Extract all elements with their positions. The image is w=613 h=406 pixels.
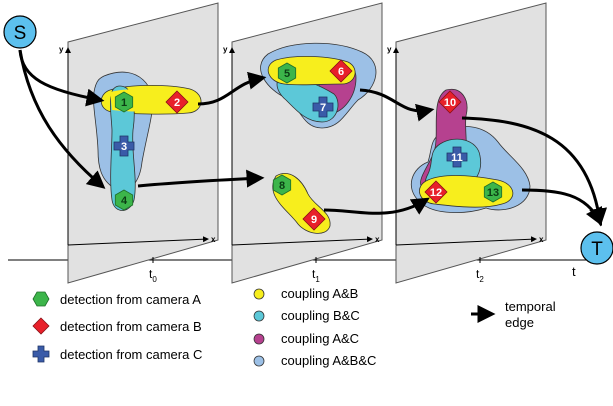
svg-text:temporal: temporal (505, 299, 556, 314)
detection-number: 11 (451, 152, 463, 164)
legend-item-temporal-edge: temporal edge (471, 299, 556, 330)
frame-t1: y x t1 (223, 2, 383, 284)
green-hexagon-icon (483, 181, 503, 203)
svg-text:T: T (591, 239, 603, 260)
temporal-edge (521, 188, 603, 227)
red-diamond-icon (165, 90, 189, 114)
temporal-edges (18, 49, 608, 227)
detection-number: 10 (444, 97, 456, 109)
svg-text:coupling B&C: coupling B&C (281, 308, 360, 323)
time-label-t0: t0 (149, 267, 157, 284)
detection-1: 1 (114, 91, 134, 113)
temporal-edge (197, 71, 267, 106)
green-hexagon-icon (277, 62, 297, 84)
svg-text:detection from camera A: detection from camera A (60, 292, 201, 307)
detection-number: 13 (487, 187, 499, 199)
svg-text:coupling A&B: coupling A&B (281, 286, 358, 301)
detection-number: 1 (121, 97, 127, 109)
detection-number: 3 (121, 141, 127, 153)
blue-cross-icon (32, 345, 50, 363)
detection-number: 6 (338, 66, 344, 78)
sink-node: T (580, 231, 613, 265)
detection-number: 2 (174, 97, 180, 109)
detection-2: 2 (165, 90, 189, 114)
detection-8: 8 (272, 174, 292, 196)
green-hexagon-icon (114, 189, 134, 211)
legend-item-camera-c: detection from camera C (32, 345, 202, 363)
green-hexagon-icon (272, 174, 292, 196)
detection-number: 5 (284, 68, 290, 80)
detection-number: 8 (279, 180, 285, 192)
cyan-dot-icon (253, 310, 265, 322)
blue-cross-icon (312, 96, 334, 118)
purple-dot-icon (253, 333, 265, 345)
legend-item-coupling-bc: coupling B&C (253, 308, 360, 323)
red-diamond-icon (424, 180, 448, 204)
temporal-edge (359, 88, 435, 122)
blue-cross-icon (446, 146, 468, 168)
legend-item-camera-b: detection from camera B (32, 317, 202, 335)
temporal-edge (323, 197, 430, 215)
detection-number: 9 (311, 214, 317, 226)
svg-text:edge: edge (505, 315, 534, 330)
temporal-edge (461, 116, 608, 227)
red-diamond-icon (32, 317, 50, 335)
detection-7: 7 (312, 96, 334, 118)
detection-9: 9 (302, 207, 326, 231)
legend: detection from camera A detection from c… (32, 286, 556, 368)
legend-item-coupling-abc: coupling A&B&C (253, 353, 376, 368)
red-diamond-icon (329, 59, 353, 83)
detection-13: 13 (483, 181, 503, 203)
detection-12: 12 (424, 180, 448, 204)
svg-text:detection from camera C: detection from camera C (60, 347, 202, 362)
detection-6: 6 (329, 59, 353, 83)
svg-text:S: S (14, 23, 27, 44)
light-blue-dot-icon (253, 355, 265, 367)
x-axis-label: x (375, 235, 380, 244)
red-diamond-icon (302, 207, 326, 231)
legend-item-camera-a: detection from camera A (32, 291, 201, 307)
green-hexagon-icon (114, 91, 134, 113)
svg-text:coupling A&B&C: coupling A&B&C (281, 353, 376, 368)
frame-t0: y x t0 (59, 2, 219, 284)
y-axis-label: y (387, 45, 392, 54)
detection-11: 11 (446, 146, 468, 168)
green-hexagon-icon (32, 291, 50, 307)
temporal-edge (18, 49, 106, 189)
y-axis-label: y (59, 45, 64, 54)
temporal-edge (137, 169, 265, 188)
yellow-dot-icon (253, 288, 265, 300)
detection-3: 3 (113, 135, 135, 157)
time-label-t1: t1 (312, 267, 320, 284)
detection-10: 10 (438, 90, 462, 114)
detection-number: 12 (430, 187, 442, 199)
svg-text:detection from camera B: detection from camera B (60, 319, 202, 334)
source-node: S (3, 15, 37, 49)
detection-5: 5 (277, 62, 297, 84)
x-axis-label: x (539, 235, 544, 244)
legend-item-coupling-ab: coupling A&B (253, 286, 358, 301)
y-axis-label: y (223, 45, 228, 54)
detection-number: 7 (320, 102, 326, 114)
svg-text:coupling A&C: coupling A&C (281, 331, 359, 346)
legend-item-coupling-ac: coupling A&C (253, 331, 359, 346)
time-axis-label: t (572, 264, 576, 279)
x-axis-label: x (211, 235, 216, 244)
time-label-t2: t2 (476, 267, 484, 284)
blue-cross-icon (113, 135, 135, 157)
frame-t2: y x t2 (387, 2, 547, 284)
detection-number: 4 (121, 195, 128, 207)
detection-4: 4 (114, 189, 134, 211)
red-diamond-icon (438, 90, 462, 114)
